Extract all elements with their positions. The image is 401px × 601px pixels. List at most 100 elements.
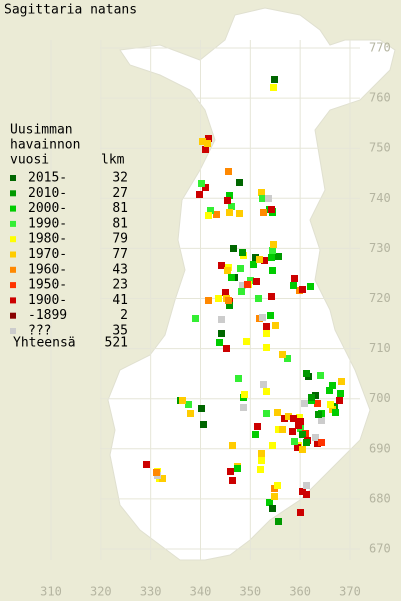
observation-square xyxy=(235,375,242,382)
observation-square xyxy=(254,423,261,430)
y-tick-label: 670 xyxy=(369,542,391,556)
observation-square xyxy=(297,418,304,425)
observation-square xyxy=(275,426,282,433)
observation-square xyxy=(236,179,243,186)
observation-square xyxy=(205,212,212,219)
observation-square xyxy=(236,210,243,217)
y-tick-label: 760 xyxy=(369,91,391,105)
observation-square xyxy=(225,168,232,175)
observation-square xyxy=(338,378,345,385)
observation-square xyxy=(290,415,297,422)
legend-count-header: lkm xyxy=(101,153,125,168)
observation-square xyxy=(213,211,220,218)
observation-square xyxy=(196,191,203,198)
total-count: 521 xyxy=(105,336,128,351)
legend-count: 35 xyxy=(112,324,128,339)
observation-square xyxy=(290,282,297,289)
observation-square xyxy=(202,146,209,153)
legend-swatch xyxy=(10,328,16,334)
observation-square xyxy=(326,387,333,394)
observation-square xyxy=(289,428,296,435)
observation-square xyxy=(274,482,281,489)
legend-count: 27 xyxy=(112,186,128,201)
observation-square xyxy=(198,180,205,187)
x-tick-label: 330 xyxy=(140,585,162,599)
observation-square xyxy=(315,411,322,418)
observation-square xyxy=(314,400,321,407)
observation-square xyxy=(228,203,235,210)
observation-square xyxy=(215,295,222,302)
legend-heading: vuosi xyxy=(10,153,49,168)
observation-square xyxy=(204,140,211,147)
observation-square xyxy=(218,316,225,323)
observation-square xyxy=(185,401,192,408)
observation-square xyxy=(271,76,278,83)
observation-square xyxy=(294,444,301,451)
observation-square xyxy=(239,249,246,256)
x-tick-label: 360 xyxy=(289,585,311,599)
observation-square xyxy=(312,392,319,399)
observation-square xyxy=(258,457,265,464)
observation-square xyxy=(258,189,265,196)
observation-square xyxy=(299,431,306,438)
observation-square xyxy=(252,254,259,261)
observation-square xyxy=(260,209,267,216)
observation-square xyxy=(303,439,310,446)
observation-square xyxy=(299,488,306,495)
legend-count: 43 xyxy=(112,262,128,277)
observation-square xyxy=(198,405,205,412)
legend-count: 81 xyxy=(112,201,128,216)
observation-square xyxy=(272,322,279,329)
observation-square xyxy=(253,278,260,285)
legend-label: 1980- xyxy=(28,232,67,247)
observation-square xyxy=(270,241,277,248)
observation-square xyxy=(240,404,247,411)
legend-swatch xyxy=(10,312,16,319)
observation-square xyxy=(260,381,267,388)
legend-label: 2015- xyxy=(28,171,67,186)
observation-square xyxy=(143,461,150,468)
observation-square xyxy=(337,390,344,397)
legend-count: 79 xyxy=(112,232,128,247)
observation-square xyxy=(199,138,206,145)
legend-label: 1900- xyxy=(28,293,67,308)
observation-square xyxy=(153,469,160,476)
legend-count: 32 xyxy=(112,171,128,186)
observation-square xyxy=(263,330,270,337)
observation-square xyxy=(228,274,235,281)
observation-square xyxy=(269,267,276,274)
observation-square xyxy=(263,323,270,330)
observation-square xyxy=(247,277,254,284)
legend-swatch xyxy=(10,220,16,227)
y-tick-label: 690 xyxy=(369,441,391,455)
observation-square xyxy=(301,400,308,407)
legend-label: 1990- xyxy=(28,216,67,231)
observation-square xyxy=(261,257,268,264)
observation-square xyxy=(263,410,270,417)
legend-swatch xyxy=(10,266,16,273)
observation-square xyxy=(259,314,266,321)
observation-square xyxy=(226,209,233,216)
observation-square xyxy=(179,397,186,404)
observation-square xyxy=(263,388,270,395)
observation-square xyxy=(229,477,236,484)
observation-square xyxy=(230,245,237,252)
observation-square xyxy=(291,275,298,282)
observation-square xyxy=(265,195,272,202)
y-tick-label: 740 xyxy=(369,191,391,205)
observation-square xyxy=(205,135,212,142)
y-tick-label: 730 xyxy=(369,241,391,255)
map-title: Sagittaria natans xyxy=(4,3,137,18)
observation-square xyxy=(295,422,302,429)
y-tick-label: 700 xyxy=(369,391,391,405)
observation-square xyxy=(224,197,231,204)
observation-square xyxy=(317,372,324,379)
observation-square xyxy=(279,351,286,358)
observation-square xyxy=(270,84,277,91)
legend-swatch xyxy=(10,190,16,197)
observation-square xyxy=(187,410,194,417)
observation-square xyxy=(222,289,229,296)
observation-square xyxy=(258,450,265,457)
observation-square xyxy=(268,293,275,300)
